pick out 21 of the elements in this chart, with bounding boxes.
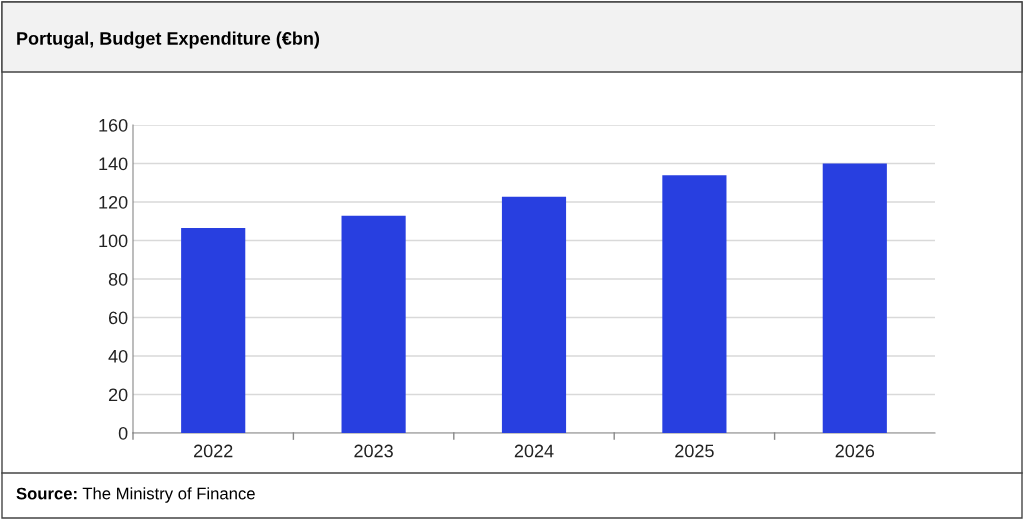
y-tick-label: 40 bbox=[108, 349, 128, 363]
y-tick-label: 80 bbox=[108, 272, 128, 286]
y-tick-label: 140 bbox=[99, 157, 128, 171]
x-tick-label: 2022 bbox=[194, 444, 233, 458]
y-tick-label: 100 bbox=[99, 234, 128, 248]
y-tick-label: 0 bbox=[118, 426, 128, 440]
x-tick-label: 2026 bbox=[835, 444, 875, 458]
x-tick-label: 2024 bbox=[514, 444, 554, 458]
y-tick-label: 120 bbox=[99, 195, 128, 209]
bar bbox=[181, 227, 246, 433]
bar bbox=[822, 163, 887, 433]
bar bbox=[501, 196, 567, 433]
y-tick-label: 160 bbox=[99, 118, 128, 132]
bar bbox=[662, 175, 727, 433]
y-tick-label: 60 bbox=[108, 311, 128, 325]
x-tick-label: 2025 bbox=[675, 444, 714, 458]
source-note: Source: The Ministry of Finance bbox=[16, 487, 255, 503]
bar bbox=[341, 215, 406, 433]
x-tick-label: 2023 bbox=[354, 444, 393, 458]
y-tick-label: 20 bbox=[108, 388, 128, 402]
chart-title: Portugal, Budget Expenditure (€bn) bbox=[17, 31, 320, 49]
